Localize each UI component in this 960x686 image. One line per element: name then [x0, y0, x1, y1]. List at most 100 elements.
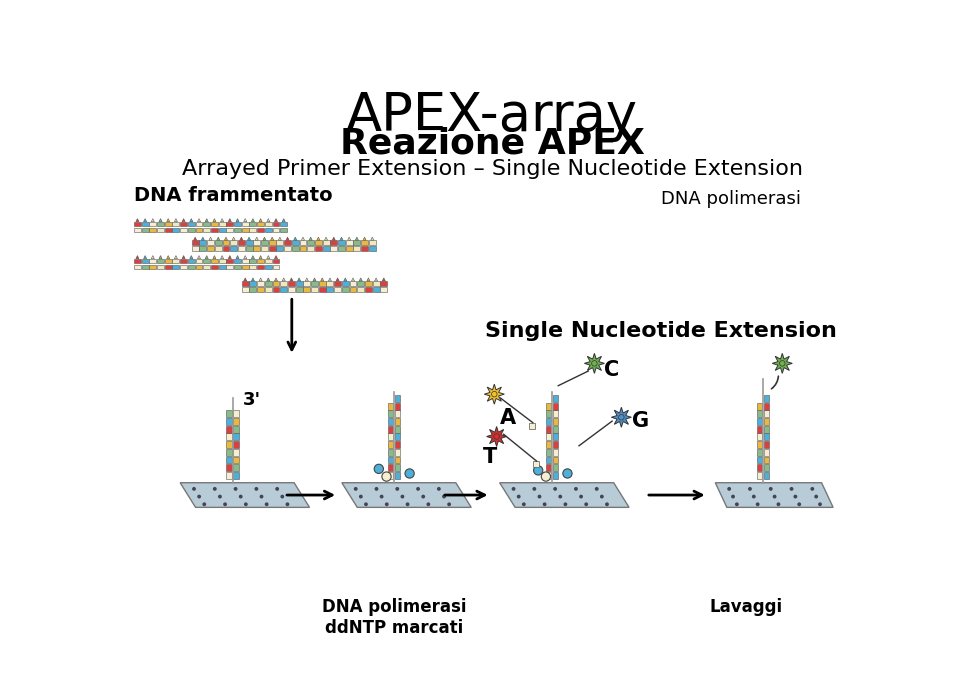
Polygon shape — [282, 219, 285, 222]
Circle shape — [406, 502, 410, 506]
Circle shape — [810, 487, 814, 490]
Polygon shape — [363, 237, 366, 240]
Bar — [223, 240, 229, 245]
Bar — [188, 228, 195, 233]
Bar — [257, 228, 264, 233]
Bar — [204, 259, 210, 263]
Bar — [388, 457, 394, 464]
Bar — [134, 265, 141, 270]
Circle shape — [773, 495, 777, 499]
Circle shape — [585, 502, 588, 506]
Bar — [273, 287, 279, 292]
Bar — [372, 287, 379, 292]
Bar — [150, 228, 156, 233]
Bar — [265, 287, 272, 292]
Text: 3': 3' — [243, 391, 261, 410]
Bar — [280, 287, 287, 292]
Bar — [242, 281, 249, 285]
Bar — [388, 441, 394, 448]
Bar — [234, 265, 241, 270]
Bar — [204, 222, 210, 226]
Bar — [553, 403, 558, 410]
Bar — [395, 441, 400, 448]
Bar — [250, 265, 256, 270]
Circle shape — [374, 487, 378, 490]
Bar — [357, 287, 364, 292]
Text: Single Nucleotide Extension: Single Nucleotide Extension — [486, 321, 837, 341]
Polygon shape — [194, 237, 197, 240]
Bar — [265, 265, 272, 270]
Bar — [315, 246, 322, 251]
Bar — [250, 281, 256, 285]
Circle shape — [400, 495, 404, 499]
Polygon shape — [152, 256, 155, 259]
Polygon shape — [332, 237, 335, 240]
Polygon shape — [271, 237, 274, 240]
Bar — [250, 222, 256, 226]
Bar — [253, 240, 260, 245]
Polygon shape — [585, 353, 605, 373]
Bar — [173, 228, 180, 233]
Bar — [265, 281, 272, 285]
Circle shape — [259, 495, 263, 499]
Bar — [303, 287, 310, 292]
Bar — [292, 240, 299, 245]
Bar — [180, 228, 187, 233]
Bar — [204, 228, 210, 233]
Bar — [273, 281, 279, 285]
Circle shape — [600, 495, 604, 499]
Bar — [242, 287, 249, 292]
Bar — [553, 441, 558, 448]
Circle shape — [359, 495, 363, 499]
Circle shape — [563, 469, 572, 478]
Bar — [219, 265, 226, 270]
Bar — [227, 259, 233, 263]
Bar — [311, 281, 318, 285]
Bar — [756, 472, 762, 479]
Circle shape — [564, 502, 567, 506]
Bar — [296, 281, 302, 285]
Circle shape — [223, 502, 227, 506]
Bar — [157, 222, 164, 226]
Circle shape — [421, 495, 425, 499]
Bar — [219, 259, 226, 263]
Circle shape — [354, 487, 358, 490]
Bar — [246, 246, 252, 251]
Bar — [192, 246, 199, 251]
Bar — [395, 418, 400, 425]
Bar — [134, 228, 141, 233]
Bar — [395, 472, 400, 479]
Polygon shape — [263, 237, 266, 240]
Bar — [349, 287, 356, 292]
Bar — [227, 472, 231, 479]
Text: A: A — [500, 408, 516, 428]
Polygon shape — [487, 427, 507, 447]
Bar — [288, 281, 295, 285]
Polygon shape — [309, 237, 312, 240]
Bar — [315, 240, 322, 245]
Polygon shape — [286, 237, 289, 240]
Polygon shape — [351, 278, 354, 281]
Circle shape — [512, 487, 516, 490]
Bar — [233, 464, 239, 471]
Bar — [173, 222, 180, 226]
Bar — [334, 287, 341, 292]
Bar — [165, 228, 172, 233]
Bar — [211, 259, 218, 263]
Bar — [238, 246, 245, 251]
Bar — [764, 441, 769, 448]
Bar — [395, 464, 400, 471]
Bar — [257, 222, 264, 226]
Polygon shape — [217, 237, 220, 240]
Polygon shape — [213, 256, 216, 259]
Circle shape — [426, 502, 430, 506]
Polygon shape — [321, 278, 324, 281]
Circle shape — [798, 502, 802, 506]
Polygon shape — [267, 256, 270, 259]
Polygon shape — [244, 256, 247, 259]
Text: DNA frammentato: DNA frammentato — [134, 187, 332, 205]
Bar — [546, 472, 551, 479]
Polygon shape — [152, 219, 155, 222]
Circle shape — [385, 502, 389, 506]
Circle shape — [553, 487, 557, 490]
